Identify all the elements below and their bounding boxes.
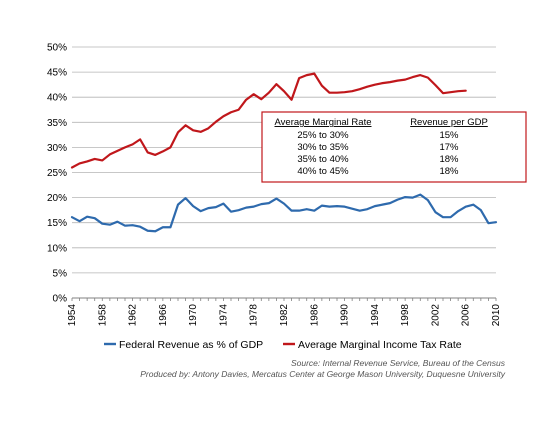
x-tick-label: 2002: [430, 304, 441, 327]
x-tick-label: 1982: [279, 304, 290, 327]
table-cell: 17%: [439, 142, 459, 153]
table-cell: 15%: [439, 130, 459, 141]
table-cell: 18%: [439, 166, 459, 177]
table-cell: 30% to 35%: [297, 142, 349, 153]
producer-note: Produced by: Antony Davies, Mercatus Cen…: [140, 369, 505, 379]
x-tick-label: 1994: [370, 304, 381, 327]
legend-label-federal-revenue: Federal Revenue as % of GDP: [119, 339, 263, 351]
x-tick-label: 2006: [461, 304, 472, 327]
y-tick-label: 50%: [47, 43, 67, 54]
x-tick-label: 1954: [67, 304, 78, 327]
y-axis: 0% 5% 10% 15% 20% 25% 30% 35% 40% 45% 50%: [47, 43, 67, 305]
y-tick-label: 35%: [47, 118, 67, 129]
x-tick-label: 1958: [97, 304, 108, 327]
summary-table-border: [261, 111, 527, 183]
y-tick-label: 40%: [47, 93, 67, 104]
table-header-rate: Average Marginal Rate: [275, 117, 372, 128]
y-tick-label: 0%: [53, 294, 68, 305]
y-tick-label: 5%: [53, 268, 68, 279]
series-line-federal-revenue: [70, 193, 498, 233]
y-tick-label: 15%: [47, 218, 67, 229]
x-tick-label: 1966: [158, 304, 169, 327]
table-cell: 18%: [439, 154, 459, 165]
x-tick-label: 1974: [218, 304, 229, 327]
y-tick-label: 45%: [47, 68, 67, 79]
legend-label-marginal-rate: Average Marginal Income Tax Rate: [298, 339, 462, 351]
summary-table: Average Marginal Rate Revenue per GDP 25…: [261, 111, 527, 183]
source-note: Source: Internal Revenue Service, Bureau…: [291, 358, 506, 368]
x-tick-label: 1978: [249, 304, 260, 327]
x-tick-label: 1998: [400, 304, 411, 327]
table-cell: 40% to 45%: [297, 166, 349, 177]
y-tick-label: 25%: [47, 168, 67, 179]
legend: Federal Revenue as % of GDP Average Marg…: [104, 339, 462, 351]
series-line-marginal-rate: [70, 72, 467, 169]
x-tick-label: 1990: [340, 304, 351, 327]
x-axis: 1954 1958 1962 1966 1970 1974 1978 1982 1986 1990…: [67, 297, 502, 327]
x-tick-label: 2010: [491, 304, 502, 327]
table-header-revenue: Revenue per GDP: [410, 117, 488, 128]
y-tick-label: 20%: [47, 193, 67, 204]
y-tick-label: 10%: [47, 243, 67, 254]
x-tick-label: 1962: [128, 304, 139, 327]
x-tick-label: 1986: [309, 304, 320, 327]
y-tick-label: 30%: [47, 143, 67, 154]
table-cell: 35% to 40%: [297, 154, 349, 165]
x-tick-label: 1970: [188, 304, 199, 327]
table-cell: 25% to 30%: [297, 130, 349, 141]
series-lines: [70, 72, 498, 233]
